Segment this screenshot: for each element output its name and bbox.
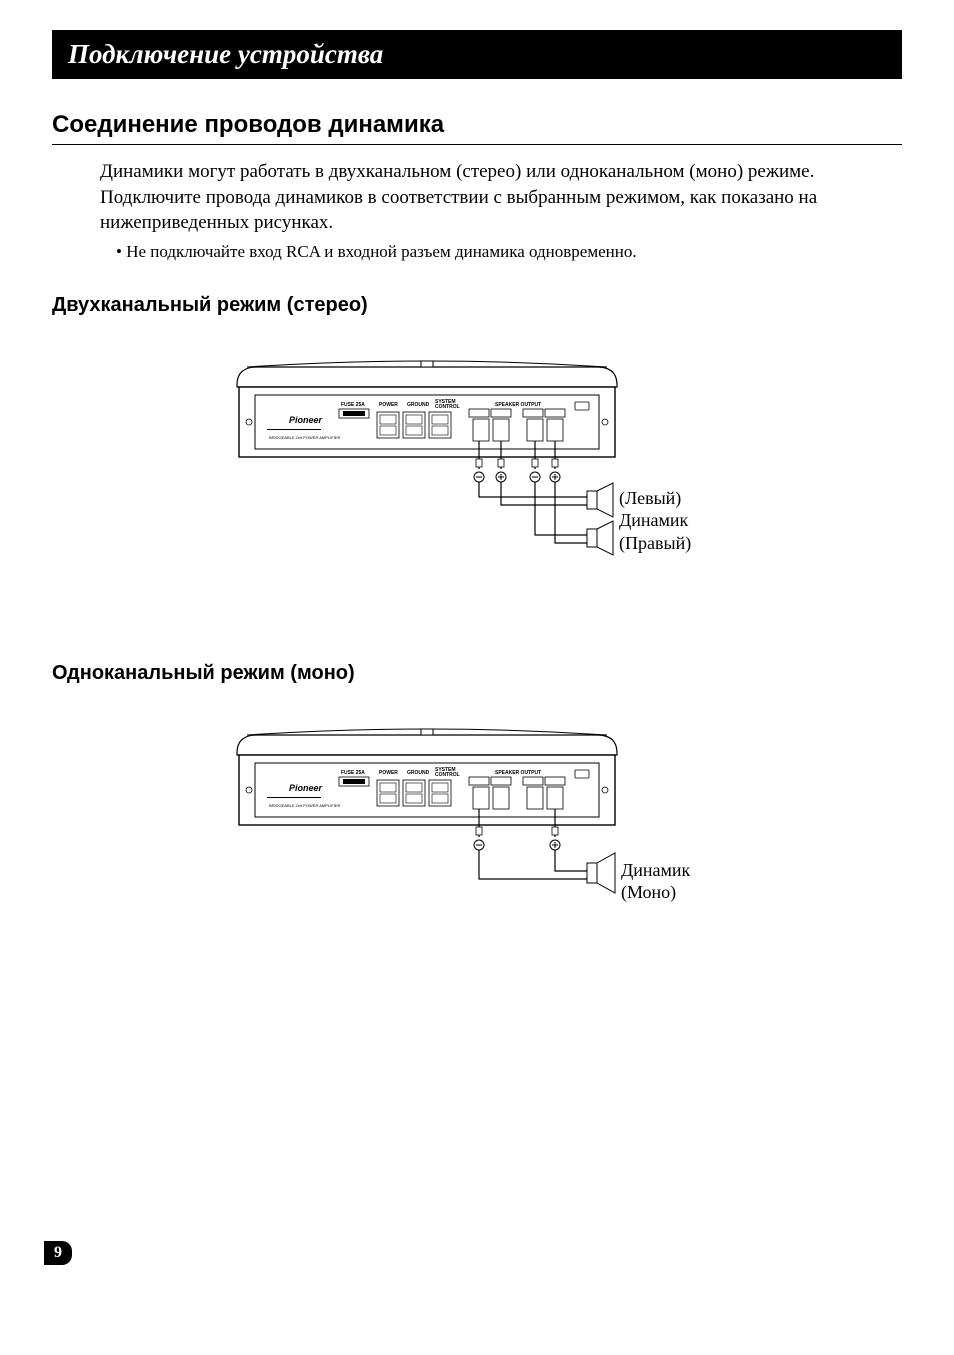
section-title: Соединение проводов динамика — [52, 111, 902, 145]
label-speaker-mono: Динамик — [621, 859, 690, 882]
mono-diagram: Pioneer BRIDGEABLE 2ch POWER AMPLIFIER F… — [227, 725, 727, 930]
mono-title: Одноканальный режим (моно) — [52, 662, 902, 685]
speaker-mono-icon — [587, 853, 615, 893]
label-right: (Правый) — [619, 532, 691, 555]
svg-text:GROUND: GROUND — [407, 402, 430, 408]
speaker-left-icon — [587, 483, 613, 517]
svg-text:GROUND: GROUND — [407, 770, 430, 776]
section-bullet: Не подключайте вход RCA и входной разъем… — [116, 240, 902, 264]
svg-text:SPEAKER OUTPUT: SPEAKER OUTPUT — [495, 402, 541, 408]
page-number: 9 — [44, 1241, 72, 1265]
svg-text:BRIDGEABLE 2ch POWER AMPLIFIER: BRIDGEABLE 2ch POWER AMPLIFIER — [269, 435, 340, 440]
svg-text:Pioneer: Pioneer — [289, 783, 323, 793]
svg-text:POWER: POWER — [379, 402, 398, 408]
stereo-diagram-container: Pioneer BRIDGEABLE 2ch POWER AMPLIFIER F… — [52, 357, 902, 592]
label-mono: (Моно) — [621, 881, 690, 904]
svg-text:CONTROL: CONTROL — [435, 772, 460, 778]
svg-text:POWER: POWER — [379, 770, 398, 776]
svg-text:FUSE 25A: FUSE 25A — [341, 770, 365, 776]
label-speaker: Динамик — [619, 509, 691, 532]
svg-text:SPEAKER OUTPUT: SPEAKER OUTPUT — [495, 770, 541, 776]
svg-text:Pioneer: Pioneer — [289, 415, 323, 425]
svg-text:FUSE 25A: FUSE 25A — [341, 402, 365, 408]
chapter-header: Подключение устройства — [52, 30, 902, 79]
svg-text:CONTROL: CONTROL — [435, 404, 460, 410]
mono-diagram-container: Pioneer BRIDGEABLE 2ch POWER AMPLIFIER F… — [52, 725, 902, 930]
label-left: (Левый) — [619, 487, 691, 510]
mono-labels: Динамик (Моно) — [621, 859, 690, 904]
stereo-labels: (Левый) Динамик (Правый) — [619, 487, 691, 555]
stereo-title: Двухканальный режим (стерео) — [52, 294, 902, 317]
chapter-title: Подключение устройства — [68, 39, 383, 69]
stereo-diagram: Pioneer BRIDGEABLE 2ch POWER AMPLIFIER F… — [227, 357, 727, 592]
speaker-right-icon — [587, 521, 613, 555]
svg-text:BRIDGEABLE 2ch POWER AMPLIFIER: BRIDGEABLE 2ch POWER AMPLIFIER — [269, 803, 340, 808]
section-body: Динамики могут работать в двухканальном … — [100, 159, 892, 236]
